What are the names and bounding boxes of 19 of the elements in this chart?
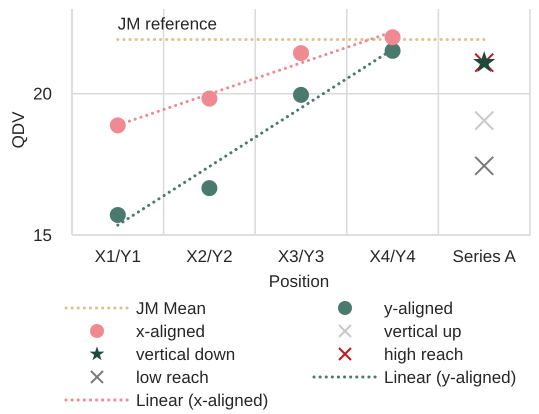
x-tick-label: Series A <box>452 247 517 266</box>
y-tick-label: 20 <box>33 84 52 104</box>
x-tick-label: X1/Y1 <box>94 247 141 266</box>
x-axis-title: Position <box>268 272 330 291</box>
legend-label: Linear (y-aligned) <box>384 368 516 387</box>
annotation: JM reference <box>118 14 218 34</box>
legend-label: JM Mean <box>136 298 206 318</box>
legend-label: high reach <box>384 344 464 364</box>
legend-label: Linear (x-aligned) <box>136 390 268 410</box>
legend-label: vertical up <box>384 322 462 341</box>
x-tick-label: X2/Y2 <box>186 247 233 266</box>
y-tick-label: 15 <box>33 226 52 245</box>
legend-label: vertical down <box>136 344 236 364</box>
x-tick-label: X4/Y4 <box>369 247 416 266</box>
legend-label: x-aligned <box>136 322 205 341</box>
legend-label: y-aligned <box>384 298 453 318</box>
y-axis-title: QDV <box>9 110 28 148</box>
x-tick-label: X3/Y3 <box>278 247 324 266</box>
legend-label: low reach <box>136 368 209 387</box>
